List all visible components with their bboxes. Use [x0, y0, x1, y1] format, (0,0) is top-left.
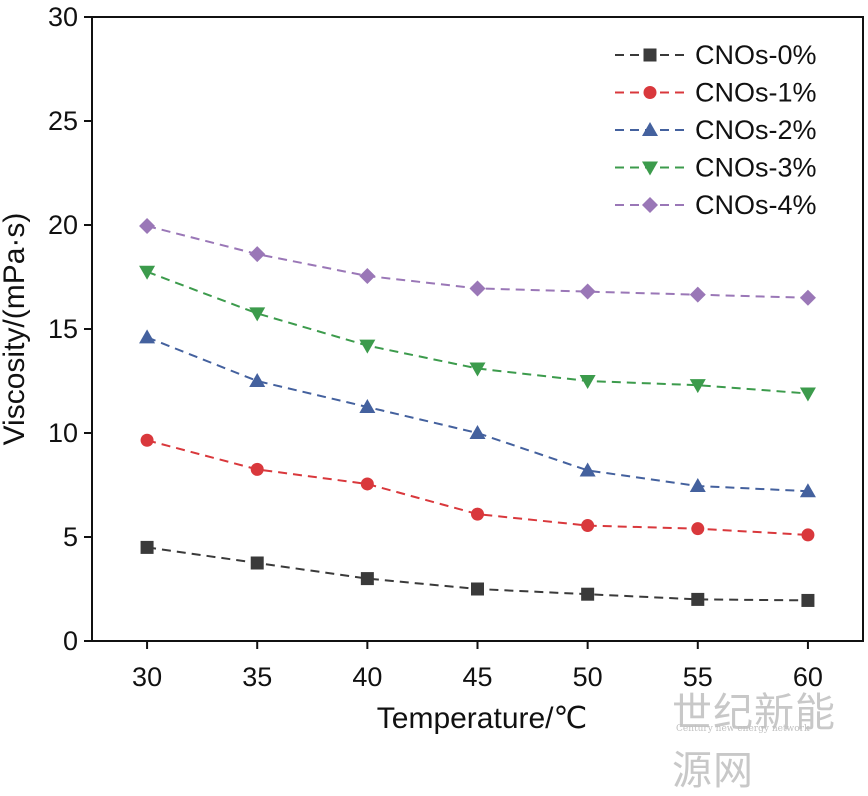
legend-marker — [642, 197, 658, 213]
legend-marker — [643, 86, 657, 99]
legend-label: CNOs-0% — [695, 40, 817, 70]
data-point — [359, 339, 376, 354]
x-tick-label: 45 — [462, 662, 492, 692]
data-point — [140, 433, 154, 447]
data-point — [249, 307, 266, 322]
data-point — [799, 387, 816, 402]
legend-label: CNOs-2% — [695, 115, 817, 145]
x-tick-label: 30 — [132, 662, 162, 692]
series-line — [146, 336, 808, 493]
data-point — [139, 218, 156, 235]
y-tick-label: 20 — [48, 210, 78, 240]
data-point — [139, 329, 156, 344]
data-point — [360, 477, 374, 491]
data-point — [581, 519, 595, 533]
legend-label: CNOs-3% — [695, 153, 817, 183]
y-tick-label: 0 — [63, 626, 78, 656]
data-point — [581, 587, 595, 601]
x-tick-label: 60 — [793, 662, 823, 692]
data-point — [471, 582, 484, 596]
data-point — [799, 289, 816, 306]
legend-item: CNOs-3% — [615, 153, 817, 183]
data-point — [250, 556, 264, 570]
y-tick-label: 30 — [48, 2, 78, 32]
axis-layer: 0 5 10 15 20 25 30 30 35 40 45 50 55 60 — [48, 2, 823, 692]
y-tick-label: 10 — [48, 418, 78, 448]
x-tick-label: 50 — [573, 662, 603, 692]
plot-frame — [91, 16, 864, 642]
y-tick-label: 15 — [48, 314, 78, 344]
data-point — [139, 265, 156, 280]
data-point — [801, 593, 815, 607]
series-CNOs-1% — [140, 433, 815, 542]
y-axis-title: Viscosity/(mPa·s) — [0, 213, 31, 446]
data-point — [691, 522, 705, 536]
data-point — [469, 280, 486, 297]
data-point — [689, 478, 706, 493]
legend-item: CNOs-2% — [615, 115, 817, 145]
data-point — [579, 283, 596, 300]
data-point — [579, 462, 596, 477]
y-tick-label: 25 — [48, 106, 78, 136]
data-point — [359, 399, 376, 413]
data-point — [469, 362, 486, 377]
data-point — [689, 286, 706, 303]
data-point — [471, 507, 484, 521]
series-CNOs-3% — [139, 265, 816, 402]
data-point — [359, 267, 376, 284]
legend-item: CNOs-4% — [615, 190, 817, 220]
data-point — [469, 425, 486, 439]
viscosity-line-chart: 0 5 10 15 20 25 30 30 35 40 45 50 55 60 Temperature/℃… — [0, 2, 864, 735]
data-point — [250, 462, 264, 476]
legend-label: CNOs-4% — [695, 190, 817, 220]
series-CNOs-2% — [139, 329, 816, 498]
series-CNOs-4% — [139, 218, 816, 306]
x-axis-title: Temperature/℃ — [377, 702, 587, 735]
x-tick-label: 35 — [242, 662, 272, 692]
data-point — [249, 373, 266, 387]
x-tick-label: 40 — [352, 662, 382, 692]
data-point — [691, 592, 705, 606]
data-point — [799, 483, 816, 498]
watermark-subtext: Century new energy network — [676, 724, 810, 734]
legend-item: CNOs-1% — [615, 78, 817, 108]
data-point — [249, 246, 266, 263]
watermark-text: 世纪新能源网 — [672, 690, 836, 794]
legend-marker — [642, 122, 658, 136]
data-point — [579, 375, 596, 389]
x-tick-label: 55 — [683, 662, 713, 692]
data-point — [360, 572, 374, 586]
data-point — [689, 379, 706, 394]
data-point — [801, 528, 815, 542]
y-tick-label: 5 — [63, 522, 78, 552]
data-point — [140, 540, 154, 554]
legend-marker — [643, 48, 657, 62]
legend: CNOs-0% CNOs-1% CNOs-2% CNOs-3% CNOs-4% — [615, 40, 817, 220]
series-CNOs-0% — [140, 540, 815, 607]
series-layer — [139, 218, 816, 607]
legend-item: CNOs-0% — [615, 40, 817, 70]
legend-label: CNOs-1% — [695, 78, 817, 108]
legend-marker — [642, 161, 658, 176]
series-line — [146, 439, 808, 536]
